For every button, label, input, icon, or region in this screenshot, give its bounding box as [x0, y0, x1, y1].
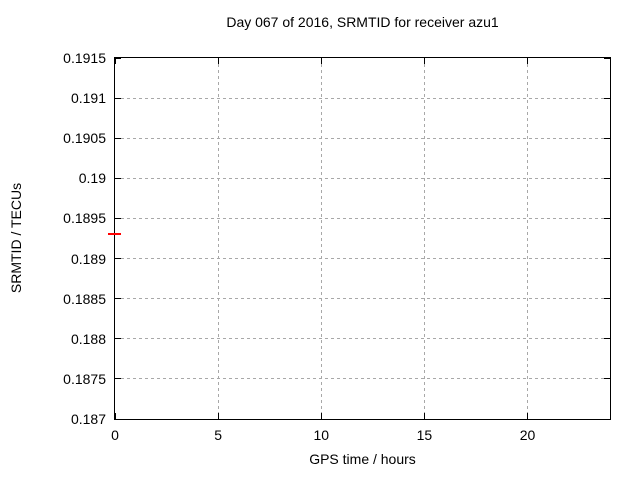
y-tick-label: 0.187	[70, 411, 106, 427]
y-axis-label: SRMTID / TECUs	[8, 182, 24, 294]
gridline-vertical	[217, 58, 219, 419]
x-tick-bottom	[114, 413, 116, 419]
y-tick-left	[115, 57, 121, 59]
gridline-vertical	[423, 58, 425, 419]
gridline-horizontal	[115, 258, 610, 260]
y-tick-right	[604, 378, 610, 380]
y-tick-left	[115, 137, 121, 139]
y-tick-left	[115, 298, 121, 300]
y-tick-label: 0.19	[78, 170, 106, 187]
y-tick-right	[604, 298, 610, 300]
x-tick-bottom	[527, 413, 528, 419]
gridline-horizontal	[115, 97, 610, 99]
y-tick-label: 0.1915	[63, 50, 106, 66]
gridline-horizontal	[115, 177, 610, 179]
y-tick-left	[115, 97, 121, 99]
y-tick-right	[604, 97, 610, 99]
gridline-vertical	[320, 58, 322, 419]
chart-title: Day 067 of 2016, SRMTID for receiver azu…	[226, 14, 499, 30]
x-axis-label: GPS time / hours	[309, 451, 416, 467]
x-tick-top	[320, 58, 322, 64]
gridline-horizontal	[115, 298, 610, 300]
y-tick-left	[115, 258, 121, 260]
y-tick-right	[604, 137, 610, 139]
x-tick-top	[114, 58, 116, 64]
x-tick-label: 0	[111, 427, 119, 443]
y-tick-left	[115, 378, 121, 380]
x-tick-label: 5	[214, 427, 223, 443]
y-tick-left	[115, 418, 121, 420]
y-tick-label: 0.1885	[63, 290, 106, 307]
plot-area: 0 5 10 15 20 0.187 0.1875 0.188 0.1885 0.189 0.189…	[63, 50, 611, 443]
x-tick-bottom	[423, 413, 425, 419]
x-tick-top	[527, 58, 528, 64]
y-tick-right	[604, 217, 610, 219]
gridline-horizontal	[115, 378, 610, 380]
y-tick-left	[115, 338, 121, 340]
y-tick-label: 0.1905	[63, 130, 106, 147]
y-tick-label: 0.191	[70, 90, 106, 107]
gridline-horizontal	[115, 217, 610, 219]
gridline-vertical	[527, 58, 528, 419]
x-tick-label: 15	[416, 427, 433, 443]
y-tick-right	[604, 338, 610, 340]
x-tick-label: 10	[313, 427, 330, 443]
gridline-horizontal	[115, 137, 610, 139]
y-tick-label: 0.1875	[63, 370, 106, 387]
data-point	[107, 233, 121, 236]
x-tick-bottom	[217, 413, 219, 419]
y-tick-left	[115, 177, 121, 179]
x-tick-top	[423, 58, 425, 64]
y-tick-label: 0.1895	[63, 210, 106, 227]
x-tick-bottom	[320, 413, 322, 419]
y-tick-left	[115, 217, 121, 219]
y-tick-right	[604, 418, 610, 420]
y-tick-right	[604, 258, 610, 260]
x-tick-label: 20	[519, 427, 536, 443]
x-tick-top	[217, 58, 219, 64]
y-tick-label: 0.189	[70, 250, 106, 267]
y-tick-right	[604, 177, 610, 179]
gridline-horizontal	[115, 338, 610, 340]
y-tick-right	[604, 57, 610, 59]
y-tick-label: 0.188	[70, 330, 106, 347]
